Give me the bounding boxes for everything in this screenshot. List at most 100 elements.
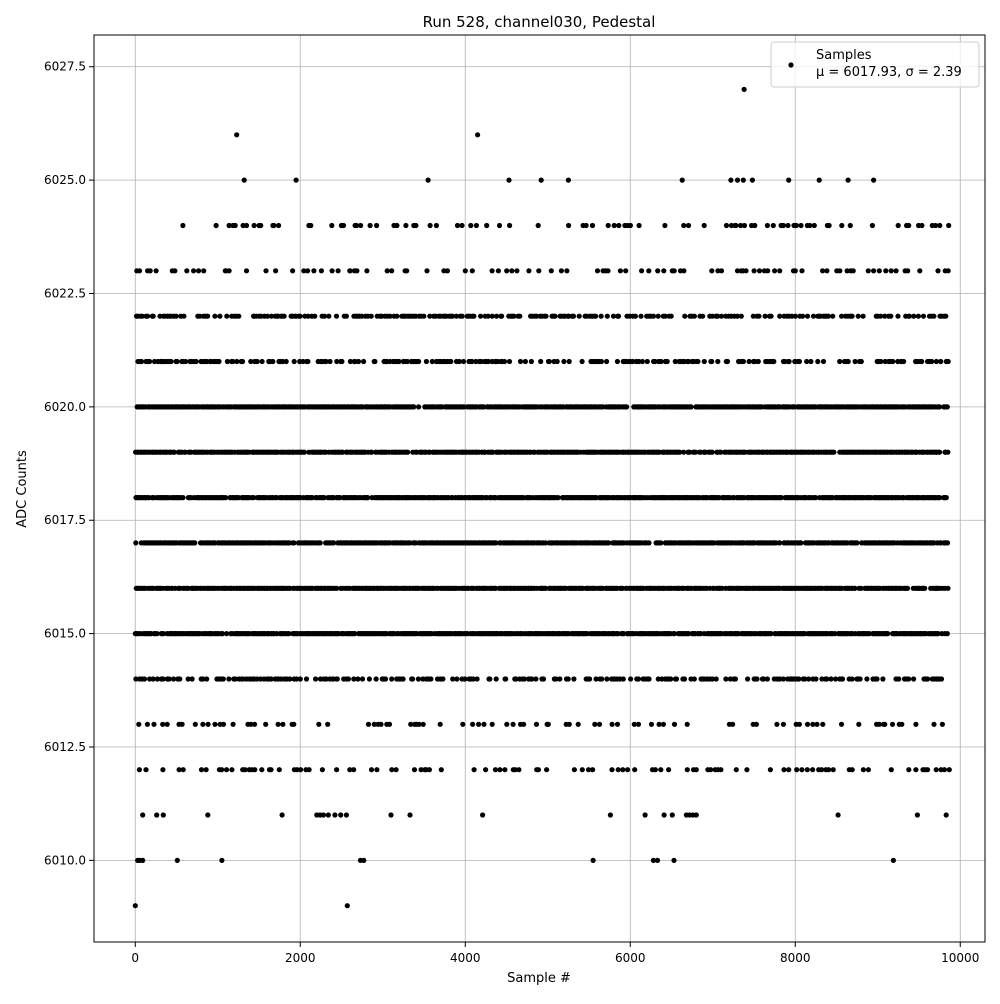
data-point (796, 721, 803, 727)
data-point (223, 268, 229, 274)
data-point (234, 132, 240, 138)
data-point (847, 222, 853, 229)
data-point (614, 721, 621, 727)
data-point (857, 676, 863, 682)
data-point (876, 721, 882, 727)
data-point (404, 268, 410, 274)
data-point (542, 540, 549, 546)
data-point (400, 676, 406, 682)
data-point (811, 222, 817, 229)
data-point (744, 767, 750, 773)
data-point (669, 812, 675, 818)
data-point (837, 268, 843, 274)
data-point (487, 676, 493, 682)
data-point (658, 767, 664, 773)
data-point (384, 268, 390, 274)
data-point (219, 631, 225, 637)
data-point (906, 767, 912, 773)
data-point (810, 721, 816, 727)
data-point (145, 313, 151, 319)
data-point (198, 767, 205, 773)
data-point (473, 222, 479, 229)
data-point (180, 767, 186, 773)
data-point (693, 812, 699, 818)
data-point (893, 268, 899, 274)
data-point (718, 449, 724, 455)
data-point (460, 358, 467, 365)
data-point (906, 222, 912, 229)
data-point (844, 268, 850, 274)
data-point (243, 222, 250, 229)
data-point (232, 222, 238, 229)
data-point (352, 631, 358, 637)
data-point (684, 721, 690, 727)
data-point (890, 857, 897, 864)
data-point (481, 721, 487, 727)
data-point (943, 495, 949, 501)
data-point (919, 358, 925, 365)
data-point (514, 268, 520, 274)
data-point (335, 268, 341, 274)
data-point (858, 358, 864, 365)
data-point (493, 585, 499, 591)
data-point (869, 222, 876, 229)
data-point (849, 676, 855, 682)
data-point (241, 177, 247, 183)
data-point (593, 313, 599, 319)
data-point (682, 313, 688, 319)
data-point (489, 268, 495, 274)
data-point (535, 222, 541, 229)
data-point (833, 676, 839, 682)
data-point (437, 721, 443, 727)
data-point (819, 767, 825, 773)
data-point (755, 358, 761, 365)
data-point (671, 857, 677, 864)
data-point (140, 812, 146, 818)
data-point (449, 313, 456, 319)
data-point (913, 767, 919, 773)
data-point (493, 676, 499, 682)
data-point (413, 222, 419, 229)
data-point (804, 313, 811, 319)
data-point (889, 721, 896, 727)
data-point (516, 767, 522, 773)
data-point (485, 358, 491, 365)
data-point (765, 268, 771, 274)
data-point (144, 721, 150, 727)
x-tick-label: 2000 (285, 951, 316, 965)
data-point (911, 313, 917, 319)
data-point (476, 721, 482, 727)
data-point (374, 222, 380, 229)
data-point (615, 313, 622, 319)
data-point (681, 676, 688, 682)
data-point (387, 313, 393, 319)
data-point (276, 767, 282, 773)
data-point (526, 268, 532, 274)
data-point (327, 358, 333, 365)
data-point (553, 676, 559, 682)
data-point (229, 767, 235, 773)
data-point (297, 676, 303, 682)
data-point (320, 812, 326, 818)
data-point (408, 721, 414, 727)
data-point (450, 676, 456, 682)
data-point (270, 358, 276, 365)
data-point (648, 721, 655, 727)
data-point (424, 268, 430, 274)
data-point (718, 313, 725, 319)
data-point (888, 268, 894, 274)
data-point (361, 857, 367, 864)
data-point (799, 767, 805, 773)
data-point (317, 540, 323, 546)
data-point (835, 812, 841, 818)
data-point (565, 177, 572, 183)
data-point (913, 721, 919, 727)
data-point (239, 358, 246, 365)
data-point (733, 767, 739, 773)
data-point (189, 676, 195, 682)
data-point (939, 721, 946, 727)
data-point (924, 767, 931, 773)
data-point (301, 449, 307, 455)
data-point (428, 676, 434, 682)
data-point (522, 358, 529, 365)
